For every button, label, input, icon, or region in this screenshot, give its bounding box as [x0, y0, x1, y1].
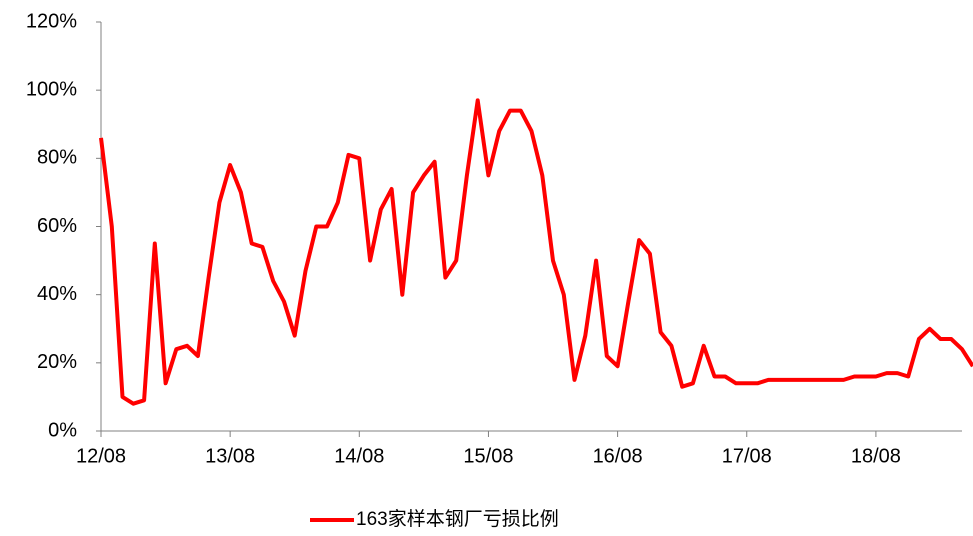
- x-tick-label: 16/08: [593, 445, 643, 467]
- x-tick-label: 18/08: [851, 445, 901, 467]
- x-tick-label: 17/08: [722, 445, 772, 467]
- y-tick-label: 20%: [37, 351, 77, 373]
- data-line: [99, 98, 973, 406]
- y-tick-label: 60%: [37, 215, 77, 237]
- y-tick-label: 40%: [37, 283, 77, 305]
- legend-label: 163家样本钢厂亏损比例: [356, 508, 559, 530]
- x-tick-label: 13/08: [205, 445, 255, 467]
- y-tick-label: 0%: [48, 419, 77, 441]
- x-tick-label: 14/08: [334, 445, 384, 467]
- x-tick-label: 15/08: [463, 445, 513, 467]
- y-tick-label: 100%: [26, 78, 77, 100]
- y-tick-label: 80%: [37, 147, 77, 169]
- x-tick-label: 12/08: [76, 445, 126, 467]
- y-tick-label: 120%: [26, 10, 77, 32]
